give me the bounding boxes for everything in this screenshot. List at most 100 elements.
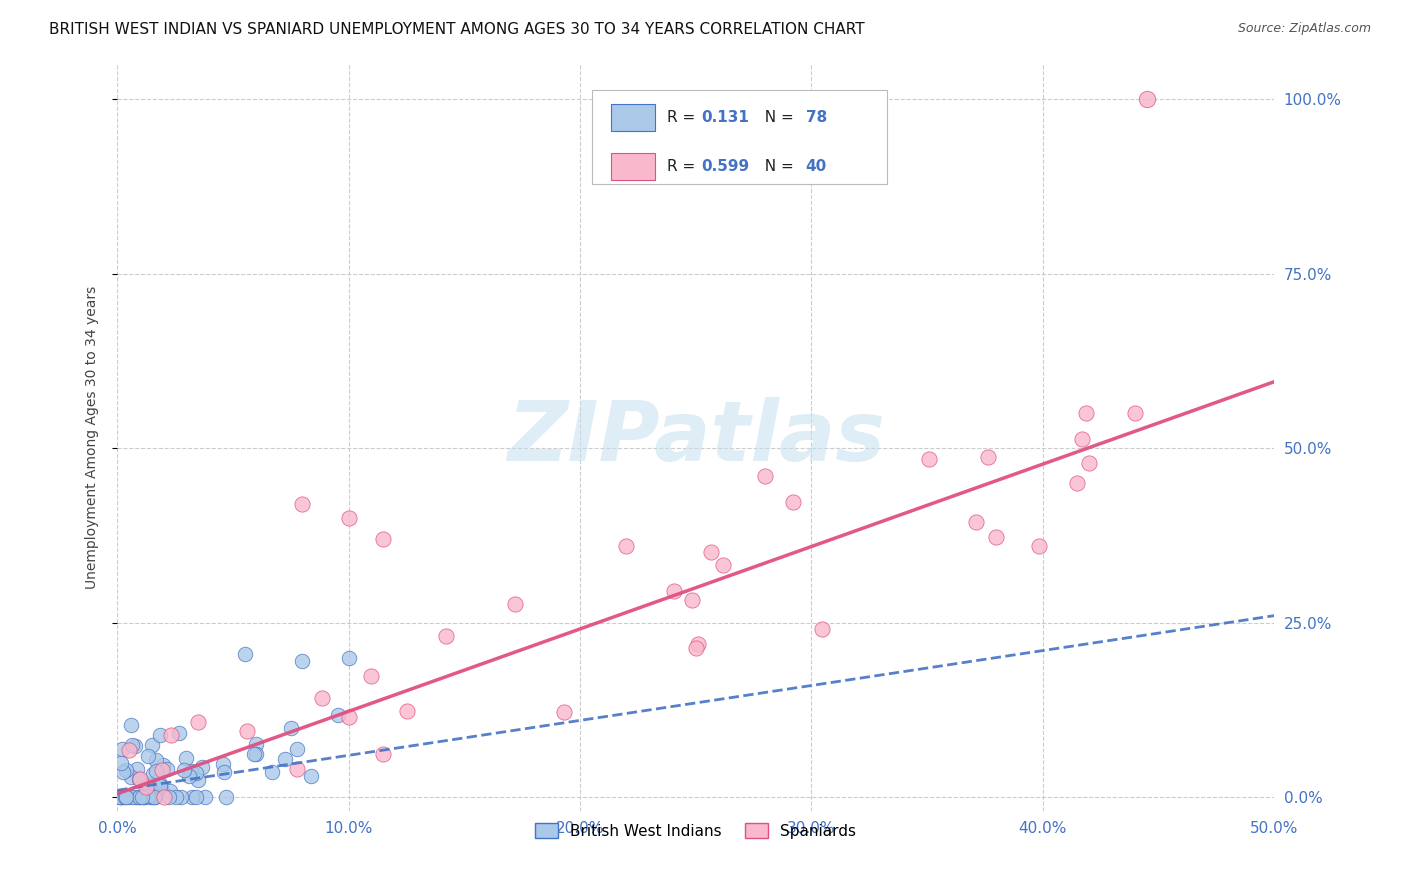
Point <box>299 768 322 782</box>
Point <box>115 789 138 804</box>
Point <box>135 780 157 795</box>
Point <box>132 789 155 804</box>
Point <box>110 789 132 804</box>
Point <box>194 789 217 804</box>
Point <box>157 789 180 804</box>
Point <box>1070 432 1092 446</box>
Point <box>143 789 166 804</box>
Point <box>177 769 200 783</box>
Point <box>918 452 941 467</box>
Point <box>977 450 1000 464</box>
Point <box>149 779 172 793</box>
Text: 0.131: 0.131 <box>702 111 749 126</box>
Point <box>142 767 165 781</box>
Point <box>108 789 131 804</box>
Point <box>128 772 150 786</box>
Point <box>128 789 150 804</box>
Text: ZIPatlas: ZIPatlas <box>506 397 884 478</box>
Point <box>174 751 197 765</box>
Point <box>146 774 169 789</box>
Point <box>111 742 134 756</box>
Point <box>139 787 162 801</box>
Point <box>111 764 134 779</box>
Point <box>184 766 207 780</box>
Point <box>110 756 132 770</box>
Point <box>311 690 333 705</box>
Point <box>262 765 284 780</box>
Point <box>754 469 776 483</box>
Point <box>337 511 360 525</box>
Point <box>436 629 458 643</box>
Point <box>121 738 143 752</box>
Point <box>986 530 1008 544</box>
Point <box>782 495 804 509</box>
Point <box>120 718 142 732</box>
Point <box>118 789 141 804</box>
Point <box>159 783 181 797</box>
Point <box>128 789 150 804</box>
Point <box>108 789 131 804</box>
Point <box>505 597 527 611</box>
Text: R =: R = <box>666 111 700 126</box>
Point <box>1123 406 1146 420</box>
Point <box>145 764 167 778</box>
Point <box>111 789 134 804</box>
Point <box>146 783 169 797</box>
Point <box>373 747 395 762</box>
Point <box>1074 406 1097 420</box>
Point <box>233 647 256 661</box>
Point <box>114 763 136 777</box>
Point <box>285 742 308 756</box>
Point <box>170 789 193 804</box>
Point <box>1066 476 1088 491</box>
Point <box>614 539 637 553</box>
Point <box>681 592 703 607</box>
Point <box>373 532 395 546</box>
Point <box>150 763 173 777</box>
Point <box>212 764 235 779</box>
Point <box>118 743 141 757</box>
Text: BRITISH WEST INDIAN VS SPANIARD UNEMPLOYMENT AMONG AGES 30 TO 34 YEARS CORRELATI: BRITISH WEST INDIAN VS SPANIARD UNEMPLOY… <box>49 22 865 37</box>
Point <box>138 789 160 804</box>
Point <box>184 789 207 804</box>
Point <box>686 637 709 651</box>
Point <box>134 789 156 803</box>
Point <box>173 763 195 777</box>
Point <box>131 789 153 804</box>
Point <box>152 757 174 772</box>
Point <box>685 641 707 656</box>
Point <box>159 728 181 742</box>
Point <box>169 726 191 740</box>
Point <box>711 558 734 573</box>
Point <box>180 789 202 804</box>
Point <box>141 789 163 804</box>
Point <box>1028 539 1050 553</box>
Point <box>360 668 382 682</box>
Point <box>291 654 314 668</box>
Point <box>142 779 165 793</box>
Text: N =: N = <box>755 159 799 174</box>
Point <box>1078 456 1101 470</box>
Point <box>150 784 173 798</box>
Point <box>136 749 159 764</box>
Point <box>141 738 163 752</box>
Point <box>125 789 148 804</box>
Text: R =: R = <box>666 159 700 174</box>
FancyBboxPatch shape <box>592 90 887 184</box>
Point <box>125 762 148 776</box>
Point <box>965 515 987 529</box>
Point <box>811 622 834 636</box>
Point <box>700 544 723 558</box>
Text: 40: 40 <box>806 159 827 174</box>
Point <box>121 789 143 804</box>
Point <box>236 724 259 739</box>
Point <box>1136 92 1159 106</box>
Point <box>138 789 160 804</box>
Point <box>131 775 153 789</box>
Point <box>145 753 167 767</box>
FancyBboxPatch shape <box>612 153 655 180</box>
Point <box>149 728 172 742</box>
Point <box>326 708 349 723</box>
Point <box>274 752 297 766</box>
Point <box>245 747 267 761</box>
